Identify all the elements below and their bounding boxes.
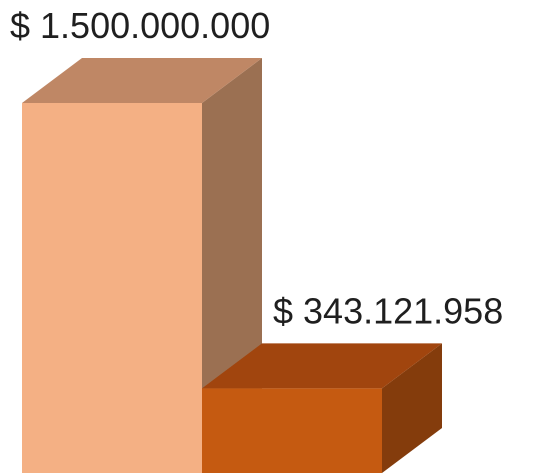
- bar-1-front: [22, 103, 202, 473]
- data-label-bar-2: $ 343.121.958: [273, 290, 503, 331]
- data-label-bar-1: $ 1.500.000.000: [10, 5, 270, 46]
- bars-group: [22, 58, 442, 473]
- bar-2-front: [202, 388, 382, 473]
- bar-2-top: [202, 343, 442, 389]
- bar-1-top: [22, 58, 262, 103]
- bar-2-side: [382, 343, 442, 473]
